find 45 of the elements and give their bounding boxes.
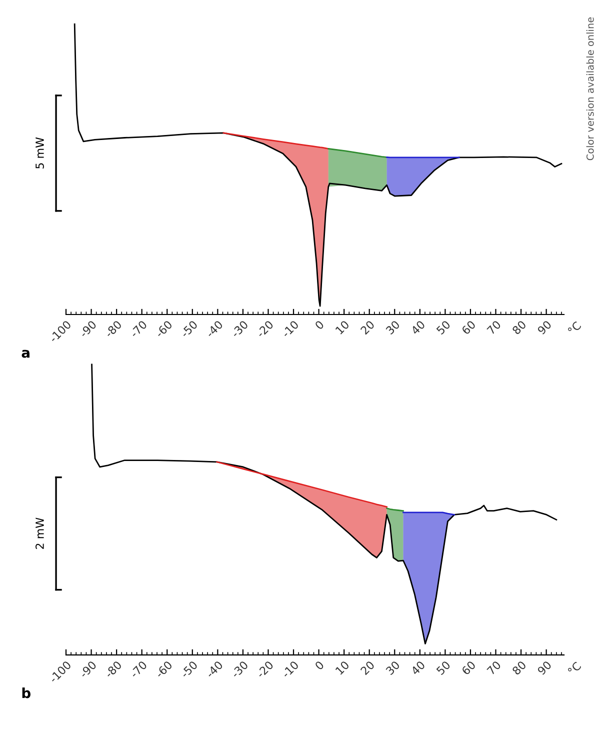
x-tick-label: -40 bbox=[205, 660, 224, 678]
x-tick-label: 50 bbox=[436, 660, 451, 676]
x-tick-label: -30 bbox=[230, 320, 249, 338]
text: 2 mW bbox=[36, 518, 44, 549]
x-tick-label: -50 bbox=[180, 660, 198, 678]
x-tick-label: -80 bbox=[104, 320, 122, 338]
x-tick-label: 0 bbox=[314, 320, 324, 330]
x-tick-label: 80 bbox=[512, 320, 527, 335]
x-tick-label: 70 bbox=[486, 320, 502, 335]
x-axis-title: °C bbox=[567, 320, 582, 336]
x-tick-label: 40 bbox=[410, 660, 426, 676]
x-tick-label: 20 bbox=[360, 320, 375, 335]
x-tick-label: -90 bbox=[78, 320, 97, 338]
x-tick-label: 10 bbox=[335, 320, 350, 335]
x-tick-label: -10 bbox=[281, 320, 300, 338]
x-tick-label: -70 bbox=[130, 660, 148, 678]
x-tick-label: -60 bbox=[154, 660, 173, 678]
x-tick-label: -40 bbox=[205, 320, 224, 338]
x-tick-label: -10 bbox=[281, 660, 300, 678]
x-tick-label: 20 bbox=[360, 660, 375, 676]
x-tick-label: -90 bbox=[78, 660, 97, 678]
x-tick-label: 60 bbox=[461, 660, 476, 676]
x-tick-label: 30 bbox=[385, 660, 400, 676]
text: a bbox=[22, 350, 30, 358]
x-tick-label: 40 bbox=[410, 320, 426, 336]
text: Color version available online bbox=[586, 17, 594, 160]
x-tick-label: 0 bbox=[314, 660, 324, 670]
x-tick-label: 60 bbox=[461, 320, 476, 335]
text: 5 mW bbox=[36, 137, 44, 169]
x-tick-label: 90 bbox=[536, 320, 552, 335]
x-tick-label: 50 bbox=[436, 320, 451, 335]
x-tick-label: -80 bbox=[104, 660, 122, 678]
x-tick-label: 70 bbox=[486, 660, 502, 676]
x-tick-label: -60 bbox=[154, 320, 173, 338]
text: b bbox=[22, 687, 30, 698]
x-axis-title: °C bbox=[567, 661, 582, 676]
x-tick-label: -20 bbox=[256, 320, 274, 338]
x-tick-label: -20 bbox=[256, 660, 274, 678]
x-tick-label: 90 bbox=[536, 660, 552, 676]
x-tick-label: 80 bbox=[512, 660, 527, 676]
x-tick-label: -50 bbox=[180, 320, 198, 338]
x-tick-label: -70 bbox=[130, 320, 148, 338]
x-tick-label: 30 bbox=[385, 320, 400, 335]
x-tick-label: 10 bbox=[335, 660, 350, 675]
x-tick-label: -30 bbox=[230, 660, 249, 678]
